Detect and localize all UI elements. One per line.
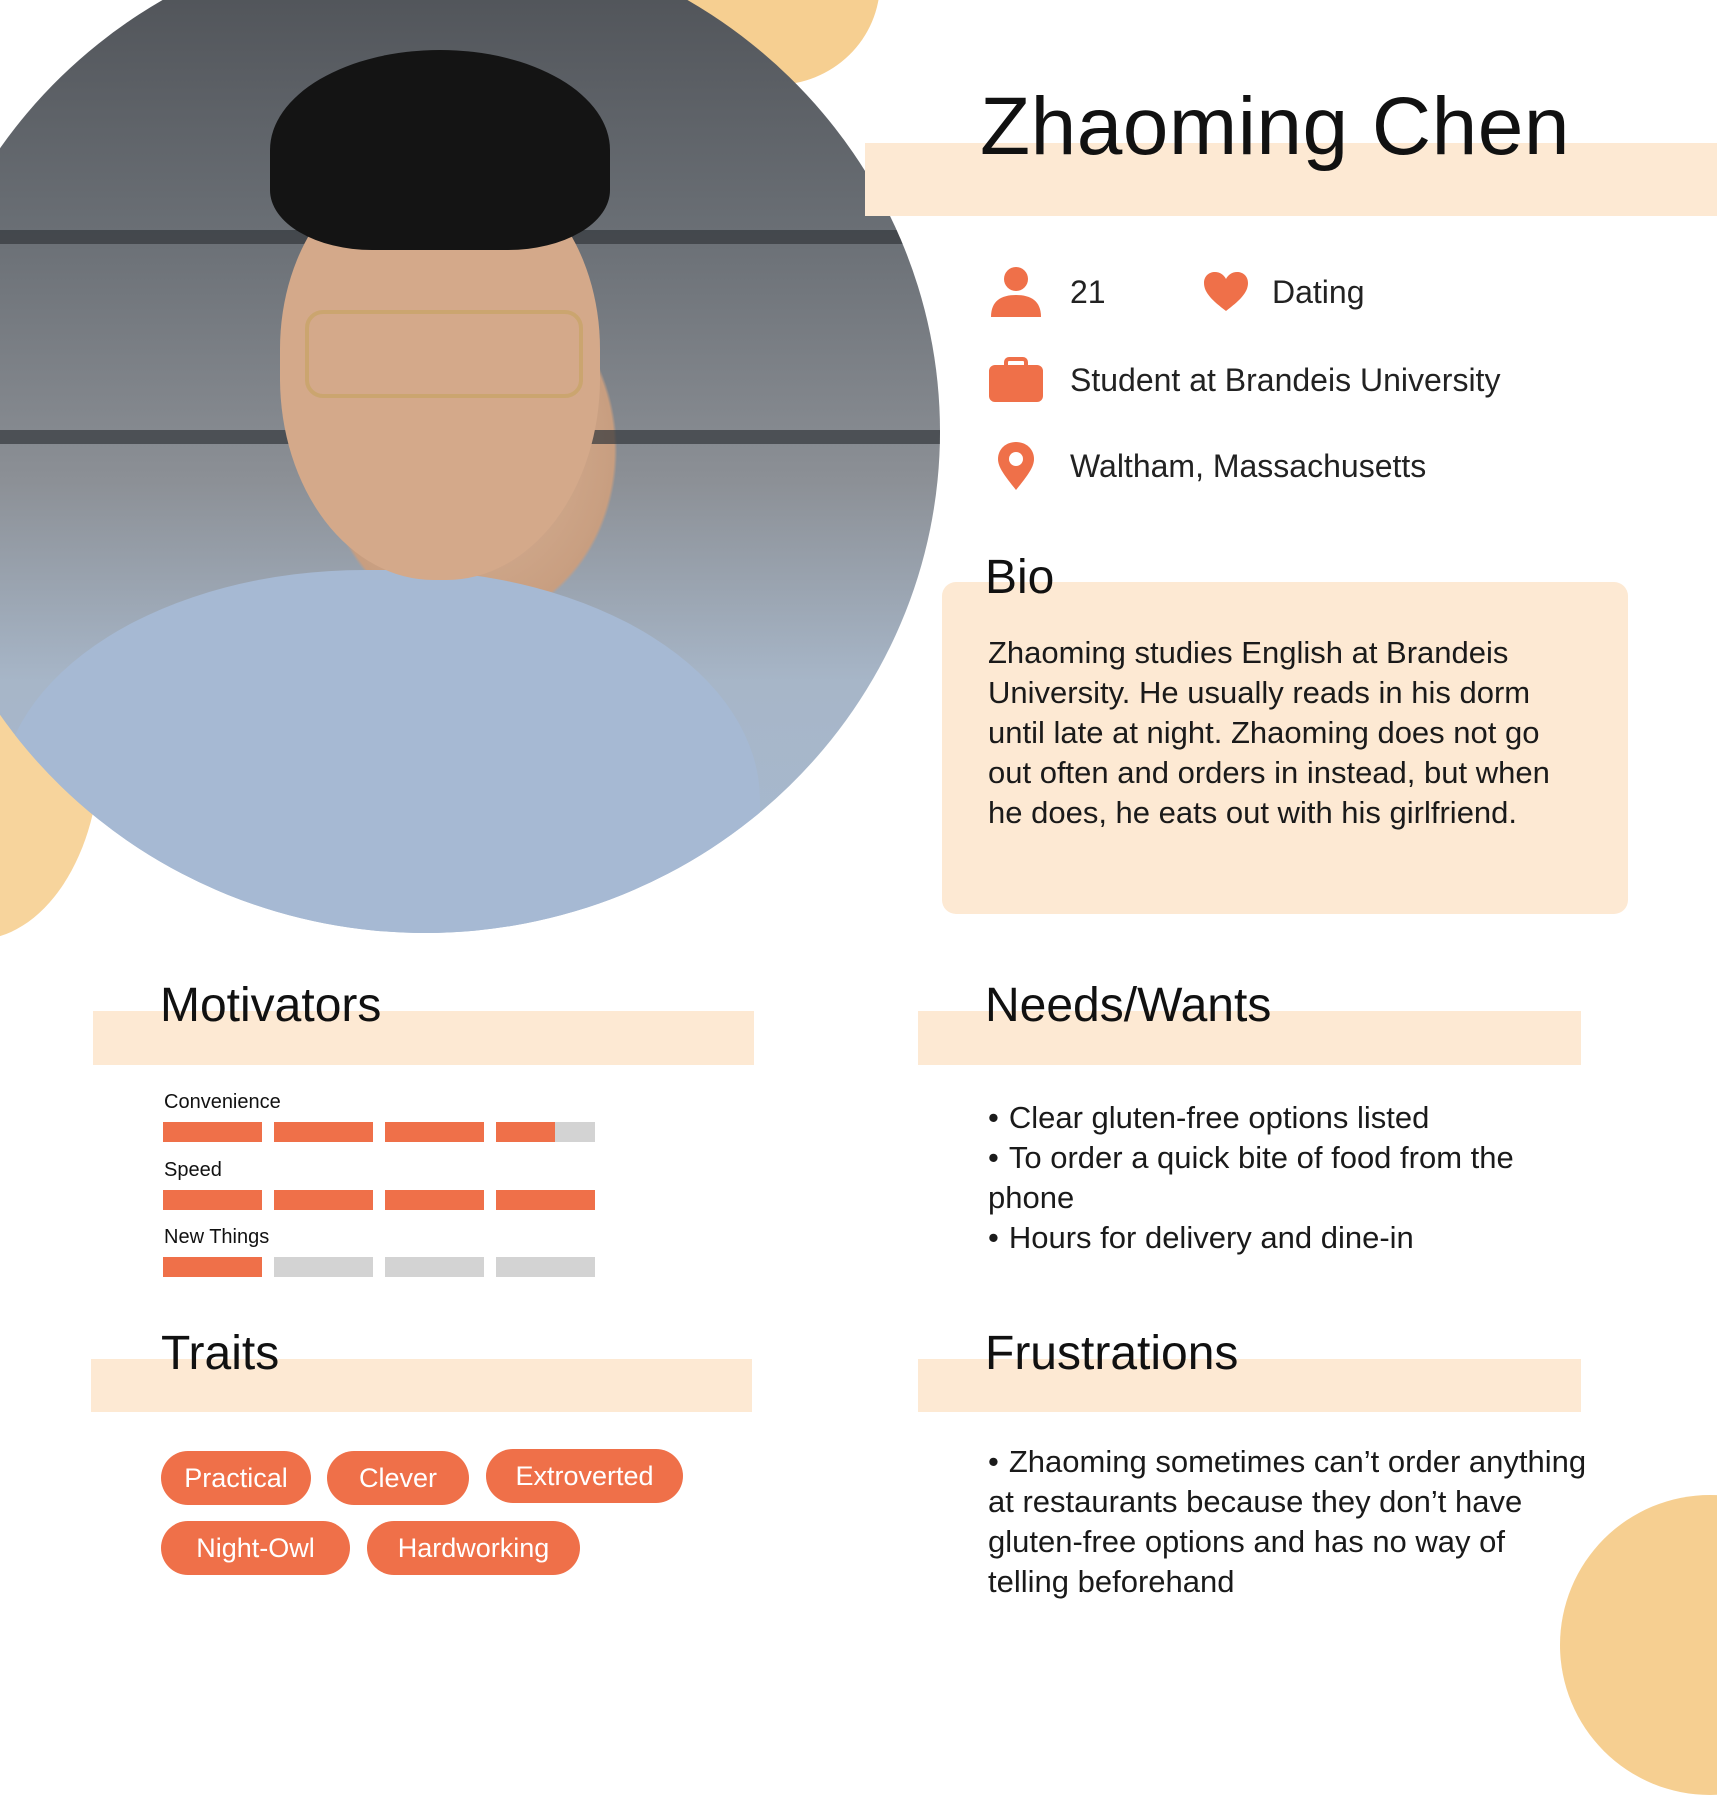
meter-bars (163, 1122, 595, 1142)
meter-segment-fill (385, 1190, 484, 1210)
meter-segment (496, 1190, 595, 1210)
motivator-label: Speed (164, 1159, 222, 1181)
meter-segment (163, 1190, 262, 1210)
motivator-meter: Convenience (163, 1091, 595, 1142)
meter-segment (496, 1122, 595, 1142)
motivators-band (93, 1011, 754, 1065)
frustrations-band (918, 1359, 1581, 1412)
bio-text: Zhaoming studies English at Brandeis Uni… (988, 635, 1550, 830)
relationship-value: Dating (1272, 273, 1365, 310)
meter-segment (274, 1190, 373, 1210)
briefcase-icon (988, 352, 1044, 408)
needs-list: Clear gluten-free options listed To orde… (988, 1098, 1588, 1258)
persona-name: Zhaoming Chen (980, 81, 1570, 172)
meter-segment (385, 1122, 484, 1142)
trait-pill: Clever (327, 1451, 469, 1505)
needs-band (918, 1011, 1581, 1065)
meter-segment (385, 1190, 484, 1210)
occupation-value: Student at Brandeis University (1070, 361, 1501, 398)
location-row: Waltham, Massachusetts (988, 438, 1426, 494)
meter-segment (385, 1257, 484, 1277)
traits-band (91, 1359, 752, 1412)
meter-segment (274, 1257, 373, 1277)
name-highlight-band (865, 143, 1717, 216)
meter-segment (163, 1122, 262, 1142)
frustrations-list: Zhaoming sometimes can’t order anything … (988, 1442, 1588, 1602)
needs-item: Hours for delivery and dine-in (988, 1218, 1588, 1258)
age-value: 21 (1070, 273, 1106, 310)
person-icon (988, 264, 1044, 320)
frustrations-item: Zhaoming sometimes can’t order anything … (988, 1442, 1588, 1602)
meter-segment-fill (274, 1190, 373, 1210)
bio-card (942, 582, 1628, 914)
bio-title: Bio (985, 551, 1055, 604)
traits-title: Traits (161, 1327, 280, 1380)
needs-item: To order a quick bite of food from the p… (988, 1138, 1588, 1218)
meter-segment-fill (274, 1122, 373, 1142)
motivator-label: Convenience (164, 1091, 281, 1113)
meter-segment-fill (385, 1122, 484, 1142)
age-row: 21 (988, 264, 1106, 320)
location-pin-icon (988, 438, 1044, 494)
meter-bars (163, 1190, 595, 1210)
trait-pill: Hardworking (367, 1521, 580, 1575)
meter-segment-fill (163, 1190, 262, 1210)
meter-segment-fill (496, 1190, 595, 1210)
frustrations-title: Frustrations (985, 1327, 1239, 1380)
motivator-label: New Things (164, 1226, 270, 1248)
occupation-row: Student at Brandeis University (988, 352, 1500, 408)
trait-pill: Extroverted (486, 1449, 683, 1503)
meter-segment (496, 1257, 595, 1277)
meter-segment-fill (496, 1122, 556, 1142)
needs-item: Clear gluten-free options listed (988, 1098, 1588, 1138)
motivators-title: Motivators (160, 979, 382, 1032)
motivator-meter: New Things (163, 1226, 595, 1277)
meter-segment-fill (163, 1122, 262, 1142)
motivator-meter: Speed (163, 1159, 595, 1210)
location-value: Waltham, Massachusetts (1070, 447, 1427, 484)
needs-title: Needs/Wants (985, 979, 1272, 1032)
meter-bars (163, 1257, 595, 1277)
heart-icon (1198, 264, 1254, 320)
trait-pill: Night-Owl (161, 1521, 350, 1575)
persona-photo (0, 0, 940, 933)
trait-pill: Practical (161, 1451, 311, 1505)
relationship-row: Dating (1198, 264, 1365, 320)
meter-segment (163, 1257, 262, 1277)
meter-segment-fill (163, 1257, 262, 1277)
meter-segment (274, 1122, 373, 1142)
